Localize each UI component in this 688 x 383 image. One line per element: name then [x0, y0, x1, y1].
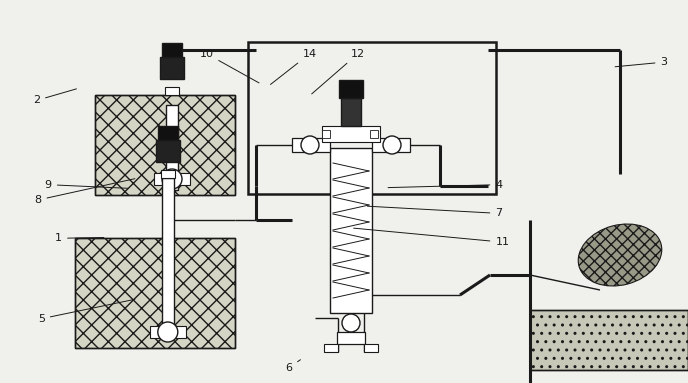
Bar [160, 57, 184, 79]
Bar [337, 332, 365, 344]
Text: 7: 7 [367, 206, 502, 218]
Bar [162, 178, 174, 338]
Text: 11: 11 [354, 228, 509, 247]
Circle shape [162, 169, 182, 189]
Bar [155, 140, 180, 162]
Circle shape [342, 314, 360, 332]
Bar [322, 126, 380, 142]
Circle shape [383, 136, 401, 154]
Bar [162, 43, 182, 57]
Text: 8: 8 [34, 179, 135, 205]
Text: 12: 12 [312, 49, 365, 94]
Text: 14: 14 [270, 49, 317, 85]
Bar [530, 310, 688, 370]
Text: 5: 5 [38, 299, 135, 324]
Text: 4: 4 [388, 180, 502, 190]
Text: 3: 3 [615, 57, 667, 67]
Text: 1: 1 [55, 233, 104, 243]
Bar [530, 310, 688, 370]
Bar [370, 130, 378, 138]
Bar [330, 148, 372, 313]
Text: 9: 9 [45, 180, 128, 190]
Bar [161, 170, 175, 178]
Bar [154, 173, 190, 185]
Ellipse shape [578, 224, 662, 286]
Bar [95, 95, 235, 195]
Bar [341, 98, 361, 126]
Bar [166, 105, 178, 190]
Bar [165, 87, 179, 95]
Bar [158, 126, 178, 140]
Bar [372, 138, 410, 152]
Bar [292, 138, 330, 152]
Circle shape [158, 322, 178, 342]
Bar [324, 344, 338, 352]
Bar [75, 238, 235, 348]
Text: 2: 2 [33, 89, 76, 105]
Text: 10: 10 [200, 49, 259, 83]
Circle shape [301, 136, 319, 154]
Bar [150, 326, 186, 338]
Text: 6: 6 [286, 360, 301, 373]
Bar [75, 238, 235, 348]
Bar [339, 80, 363, 98]
Bar [248, 42, 496, 194]
Bar [322, 130, 330, 138]
Bar [364, 344, 378, 352]
Bar [95, 95, 235, 195]
